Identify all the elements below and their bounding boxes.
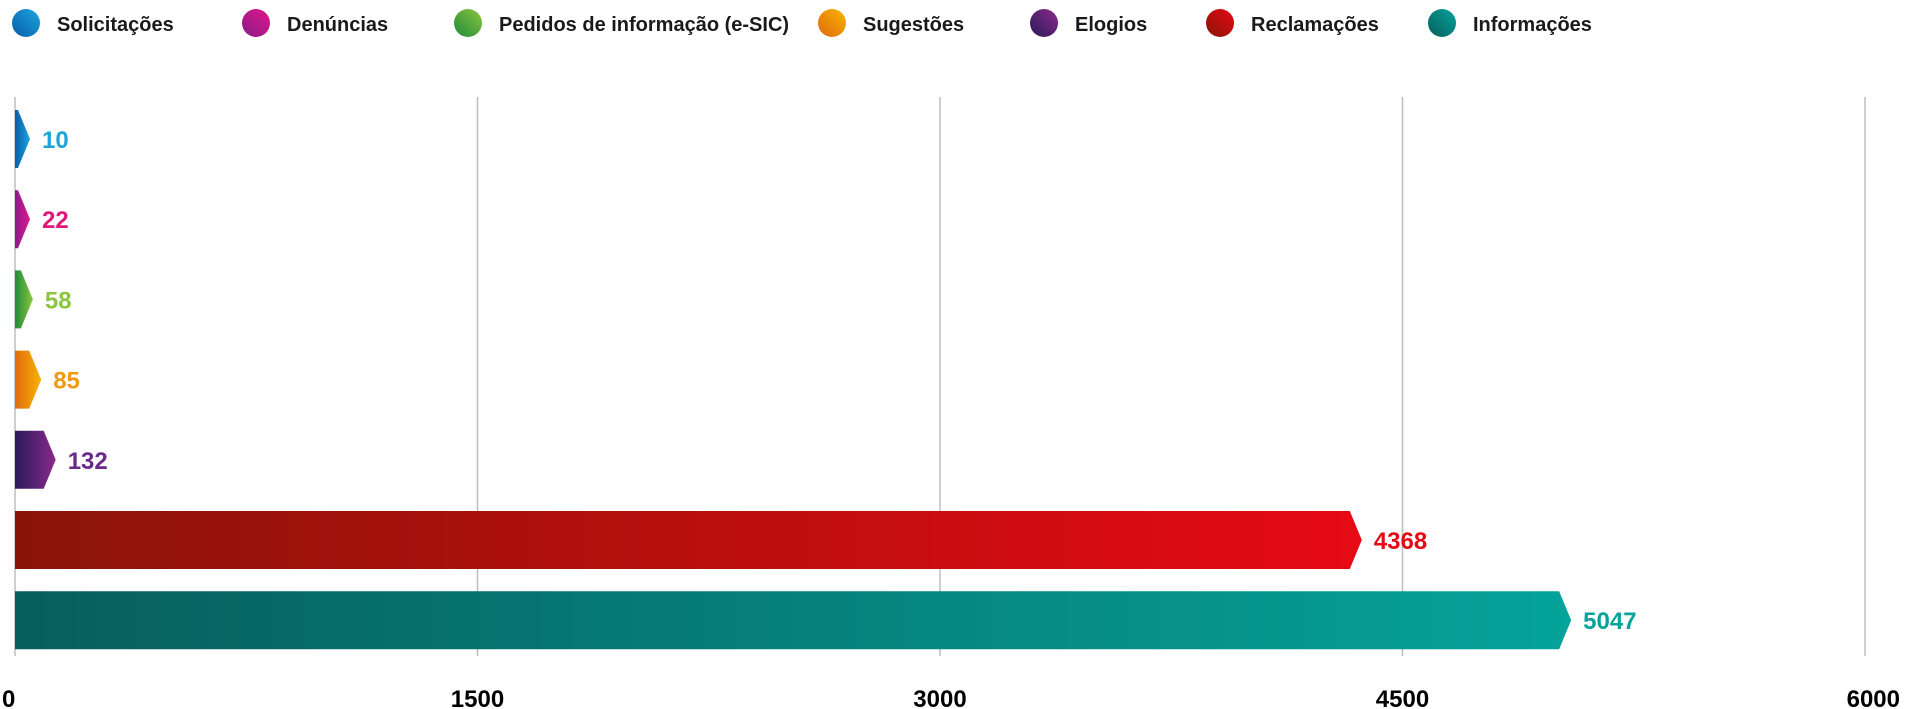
bar-Informações — [15, 591, 1572, 650]
legend-swatch — [1030, 9, 1058, 37]
bar-Pedidos de informação (e-SIC) — [15, 270, 33, 329]
legend-item-0: Solicitações — [12, 9, 174, 37]
x-axis-ticks: 0 1500 3000 4500 6000 — [2, 686, 1900, 709]
legend-label: Sugestões — [863, 14, 964, 36]
legend-label: Reclamações — [1251, 14, 1379, 36]
data-label-Elogios: 132 — [68, 448, 108, 475]
legend-item-3: Sugestões — [818, 9, 964, 37]
legend-swatch — [1206, 9, 1234, 37]
data-label-Reclamações: 4368 — [1374, 528, 1427, 555]
bar-Reclamações — [15, 511, 1362, 569]
legend-label: Solicitações — [57, 14, 174, 36]
legend-swatch — [242, 9, 270, 37]
grid-layer — [14, 97, 1866, 656]
legend-item-6: Informações — [1428, 9, 1592, 37]
legend-item-4: Elogios — [1030, 9, 1147, 37]
x-tick-label-0: 0 — [2, 686, 15, 709]
x-tick-label-1500: 1500 — [451, 686, 504, 709]
legend-label: Denúncias — [287, 14, 388, 36]
data-label-Denúncias: 22 — [42, 207, 69, 234]
legend-item-5: Reclamações — [1206, 9, 1379, 37]
data-label-Solicitações: 10 — [42, 127, 69, 154]
data-label-Sugestões: 85 — [53, 368, 80, 395]
legend: Solicitações Denúncias Pedidos de informaç… — [12, 9, 1592, 37]
legend-swatch — [454, 9, 482, 37]
legend-label: Elogios — [1075, 14, 1147, 36]
data-label-Pedidos de informação (e-SIC): 58 — [45, 287, 72, 314]
legend-swatch — [818, 9, 846, 37]
data-label-Informações: 5047 — [1583, 608, 1636, 635]
legend-item-1: Denúncias — [242, 9, 388, 37]
bar-Denúncias — [15, 190, 30, 249]
legend-label: Pedidos de informação (e-SIC) — [499, 14, 789, 36]
x-tick-label-6000: 6000 — [1847, 686, 1900, 709]
legend-swatch — [12, 9, 40, 37]
legend-item-2: Pedidos de informação (e-SIC) — [454, 9, 789, 37]
bar-Elogios — [15, 430, 56, 489]
bars: 10 22 58 85 132 4368 5047 — [15, 110, 1637, 650]
legend-swatch — [1428, 9, 1456, 37]
x-tick-label-3000: 3000 — [913, 686, 966, 709]
bar-Sugestões — [15, 350, 42, 409]
legend-label: Informações — [1473, 14, 1592, 36]
x-tick-label-4500: 4500 — [1376, 686, 1429, 709]
bar-Solicitações — [15, 110, 30, 168]
